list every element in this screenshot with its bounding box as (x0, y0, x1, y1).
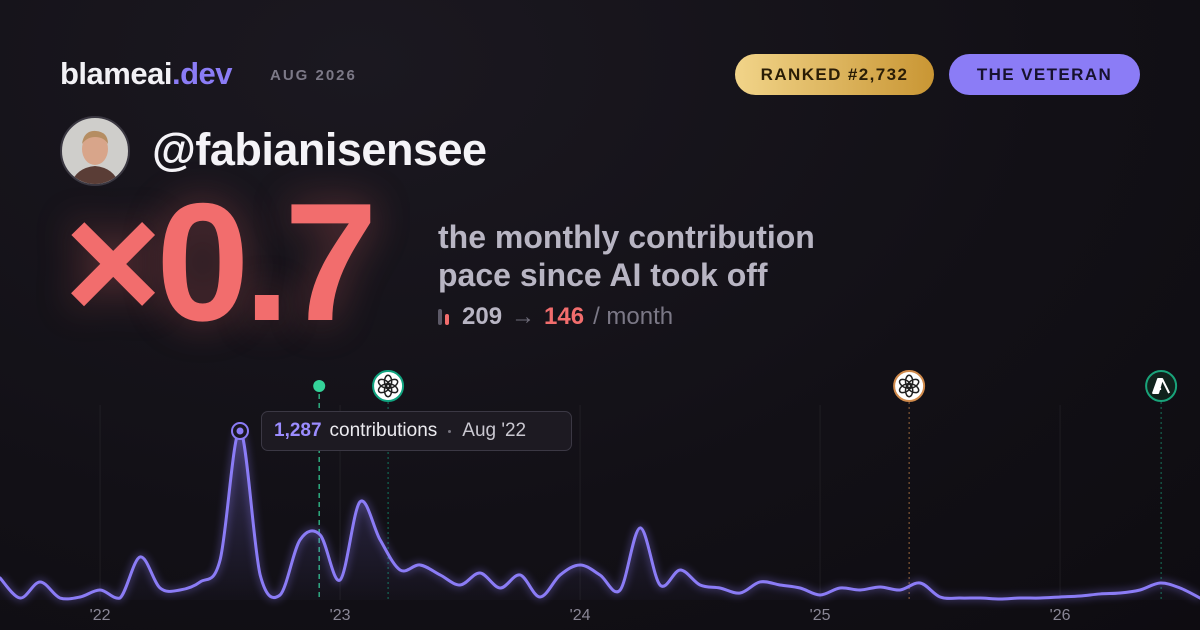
plot (0, 427, 1200, 602)
x-tick-label: '23 (330, 607, 351, 624)
pace-stats: 209 → 146 / month (438, 303, 673, 331)
hover-dot (236, 427, 244, 435)
x-tick-label: '26 (1050, 607, 1071, 624)
tooltip-separator (448, 429, 452, 433)
unit: / month (593, 303, 674, 330)
event-logo (893, 370, 926, 402)
tooltip: 1,287 contributions Aug '22 (261, 411, 572, 451)
tooltip-text: contributions (329, 420, 438, 441)
tooltip-value: 1,287 (274, 420, 322, 441)
logo-badge (372, 370, 405, 402)
arrow: → (511, 303, 536, 330)
event-dot (313, 380, 326, 392)
x-tick-label: '22 (90, 607, 111, 624)
handle[interactable]: @fabianisensee (152, 124, 487, 175)
avatar (60, 116, 130, 186)
x-axis: '22 '23 '24 '25 '26 (90, 607, 1071, 624)
brand[interactable]: blameai.dev (60, 56, 232, 92)
area (0, 430, 1200, 600)
period: AUG 2026 (270, 67, 357, 84)
logo-petal (898, 378, 912, 389)
line (0, 428, 1200, 601)
event-logo (372, 370, 405, 402)
events (313, 370, 1178, 600)
brand-name: blameai (60, 56, 172, 91)
logo-badge (893, 370, 926, 402)
brand-suffix: .dev (171, 56, 233, 91)
logo-glyph (1152, 378, 1171, 394)
stat-icon (438, 309, 449, 325)
after-value: 146 (544, 303, 585, 330)
event-logo (1145, 370, 1178, 402)
x-tick-label: '24 (570, 607, 591, 624)
tier-badge: THE VETERAN (949, 54, 1140, 95)
rank-badge: RANKED #2,732 (735, 54, 934, 95)
logo-petal (377, 378, 391, 389)
before-value: 209 (462, 303, 503, 330)
tooltip-date: Aug '22 (462, 420, 527, 441)
caption: the monthly contribution pace since AI t… (438, 219, 815, 293)
multiplier: ×0.7 (64, 168, 378, 356)
x-tick-label: '25 (810, 607, 831, 624)
